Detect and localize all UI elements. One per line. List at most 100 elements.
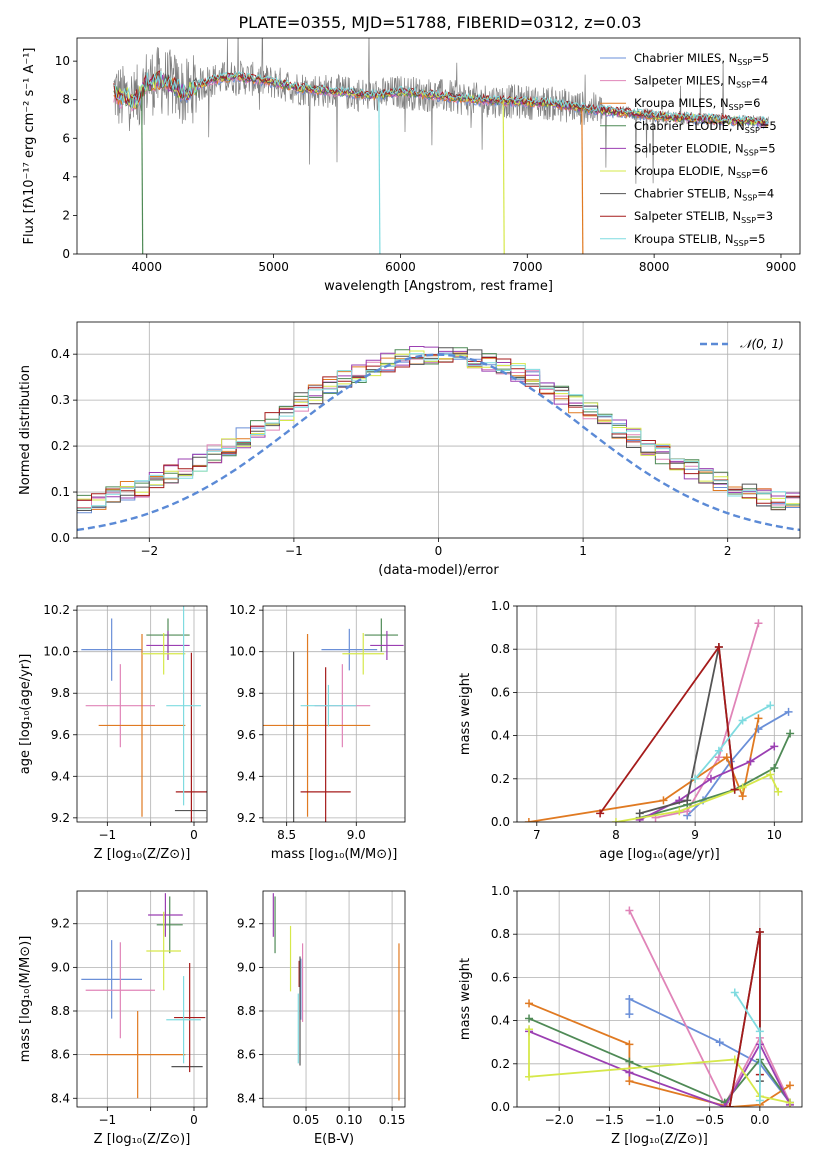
y-tick-label: 0.6 <box>491 970 510 984</box>
spectrum-lines <box>113 38 769 254</box>
y-tick-label: 9.2 <box>237 917 256 931</box>
series-point <box>755 928 764 937</box>
axes-frame <box>76 37 801 255</box>
series-point <box>730 988 739 997</box>
series-point <box>785 1081 794 1090</box>
x-tick-label: −1 <box>98 1113 116 1127</box>
y-axis-label: mass [log₁₀(M/M⊙)] <box>18 936 33 1063</box>
x-tick-label: 0 <box>190 828 198 842</box>
y-tick-label: 0.8 <box>491 927 510 941</box>
y-tick-label: 0.0 <box>491 815 510 829</box>
figure-title: PLATE=0355, MJD=51788, FIBERID=0312, z=0… <box>238 13 641 32</box>
series-point <box>625 1010 634 1019</box>
series-point <box>722 753 731 762</box>
y-tick-label: 9.6 <box>237 728 256 742</box>
x-tick-label: 10 <box>767 828 782 842</box>
series-line <box>528 1030 791 1107</box>
y-tick-label: 10.2 <box>229 603 256 617</box>
legend-label: Kroupa ELODIE, NSSP=6 <box>634 164 768 180</box>
legend-subscript: SSP <box>729 103 744 112</box>
y-tick-label: 2 <box>62 208 70 222</box>
series-point <box>525 1014 534 1023</box>
x-axis-label: Z [log₁₀(Z/Z⊙)] <box>94 847 191 862</box>
y-tick-label: 0.4 <box>491 729 510 743</box>
x-tick-label: 2 <box>724 544 732 558</box>
y-axis-label: mass weight <box>458 958 473 1040</box>
legend-label: Salpeter MILES, NSSP=4 <box>634 74 768 90</box>
series-line <box>639 646 736 815</box>
mass-vs-ebv-panel: 0.05 0.10 0.15 8.4 8.6 8.8 9.0 9.2 E(B-V) <box>237 890 406 1147</box>
y-tick-label: 1.0 <box>491 884 510 898</box>
legend-subscript: SSP <box>737 58 752 67</box>
series-point <box>786 729 795 738</box>
series-point <box>784 707 793 716</box>
y-tick-label: 10.2 <box>43 603 70 617</box>
x-tick-label: 0.05 <box>293 1113 320 1127</box>
series-point <box>611 818 620 822</box>
series-point <box>659 796 668 805</box>
x-axis-label: Z [log₁₀(Z/Z⊙)] <box>611 1132 708 1147</box>
model-spectrum-line <box>113 70 769 124</box>
x-tick-label: 8000 <box>639 260 670 274</box>
y-tick-label: 1.0 <box>491 599 510 613</box>
age-vs-Z-panel: −1 0 9.2 9.4 9.6 9.8 10.0 10.2 Z [log₁₀(Z/Z⊙)] ag… <box>18 603 208 862</box>
y-tick-label: 0.4 <box>491 1014 510 1028</box>
series-point <box>625 1077 634 1086</box>
x-axis-label: mass [log₁₀(M/M⊙)] <box>271 847 398 862</box>
x-tick-label: 8.5 <box>277 828 296 842</box>
y-tick-label: 9.2 <box>237 811 256 825</box>
x-tick-label: 0.0 <box>750 1113 769 1127</box>
x-tick-label: 4000 <box>131 260 162 274</box>
legend-value: =5 <box>759 141 776 155</box>
mass-vs-Z-panel: −1 0 8.4 8.6 8.8 9.0 9.2 Z [log₁₀(Z/Z⊙)] mass [l… <box>18 890 208 1147</box>
y-tick-label: 0.6 <box>491 685 510 699</box>
y-tick-label: 9.4 <box>237 769 256 783</box>
series-point <box>766 701 775 710</box>
y-tick-label: 8.4 <box>237 1091 256 1105</box>
series-point <box>524 818 533 822</box>
y-tick-label: 4 <box>62 170 70 184</box>
legend-label: Kroupa STELIB, NSSP=5 <box>634 232 765 248</box>
x-axis-label: E(B-V) <box>314 1132 354 1147</box>
legend-value: =3 <box>756 209 773 223</box>
series-point <box>720 1103 729 1107</box>
x-tick-label: −0.5 <box>695 1113 724 1127</box>
series-point <box>715 1038 724 1047</box>
x-axis-label: Z [log₁₀(Z/Z⊙)] <box>94 1132 191 1147</box>
series-point <box>770 742 779 751</box>
weight-vs-age-series <box>524 619 795 822</box>
y-tick-label: 9.6 <box>51 728 70 742</box>
y-tick-label: 8.8 <box>237 1004 256 1018</box>
x-tick-label: −1.5 <box>595 1113 624 1127</box>
series-point <box>675 807 684 816</box>
x-tick-label: 0.10 <box>336 1113 363 1127</box>
series-point <box>706 774 715 783</box>
legend-subscript: SSP <box>741 216 756 225</box>
x-axis-label: (data-model)/error <box>378 563 499 578</box>
x-tick-label: 0 <box>190 1113 198 1127</box>
series-point <box>525 1072 534 1081</box>
series-point <box>766 770 775 779</box>
legend-value: =6 <box>744 96 761 110</box>
series-point <box>625 1068 634 1077</box>
legend-subscript: SSP <box>742 194 757 203</box>
y-tick-label: 9.2 <box>51 917 70 931</box>
legend-label: Kroupa MILES, NSSP=6 <box>634 96 760 112</box>
axes-frame <box>516 605 803 823</box>
y-tick-label: 9.0 <box>51 960 70 974</box>
series-point <box>738 783 747 792</box>
y-axis-label: mass weight <box>458 673 473 755</box>
model-spectrum-line <box>113 70 769 125</box>
spectrum-drop <box>141 91 144 254</box>
y-tick-label: 9.8 <box>51 686 70 700</box>
age-vs-Z-points <box>81 606 207 822</box>
series-point <box>683 796 692 805</box>
y-tick-label: 0.2 <box>51 439 70 453</box>
legend-value: =5 <box>760 119 777 133</box>
spectrum-drop <box>378 95 381 254</box>
mass-vs-ebv-points <box>272 893 400 1101</box>
y-tick-label: 0.1 <box>51 485 70 499</box>
series-point <box>755 1027 764 1036</box>
x-tick-label: 0.15 <box>379 1113 406 1127</box>
x-tick-label: 9000 <box>766 260 797 274</box>
